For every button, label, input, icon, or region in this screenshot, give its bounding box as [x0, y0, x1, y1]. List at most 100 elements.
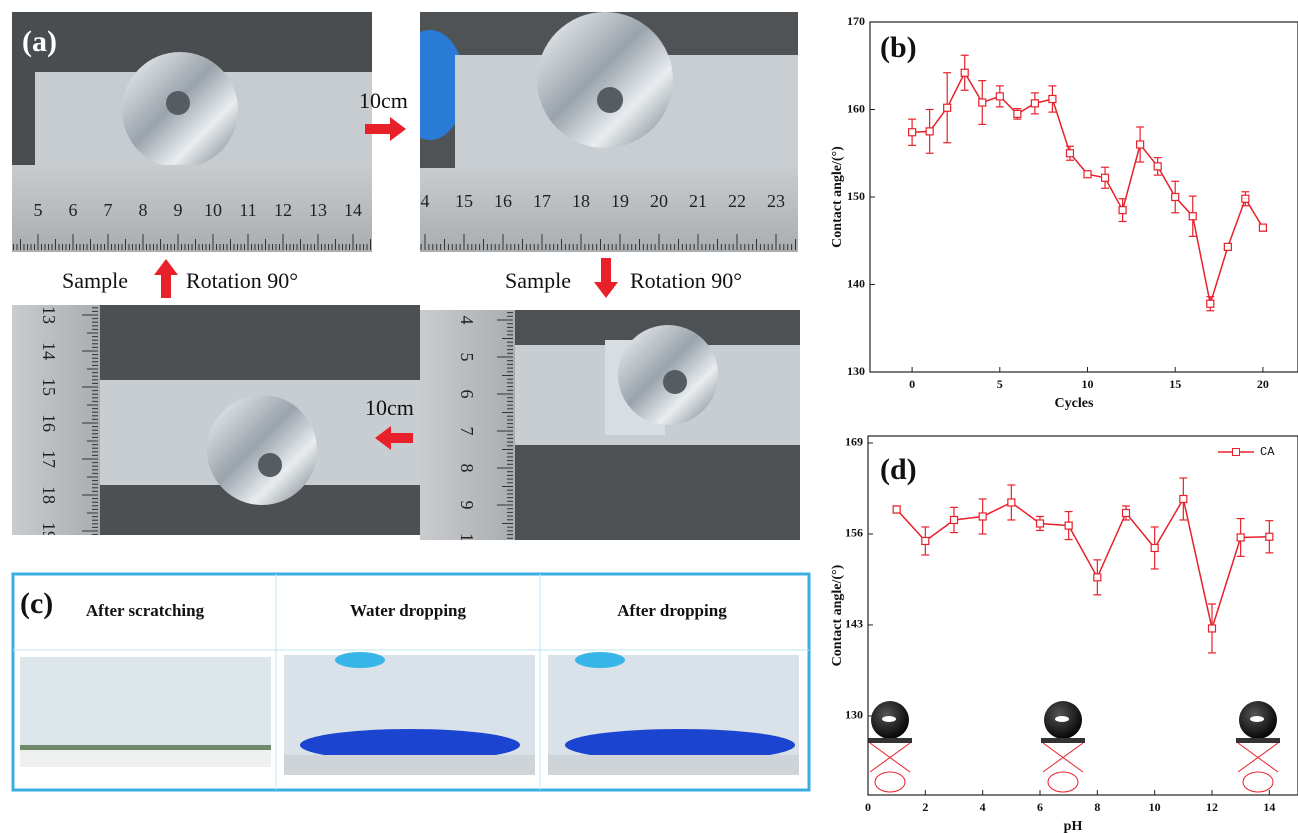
ruler-label: 16: [39, 414, 59, 432]
y-tick-label: 130: [847, 364, 865, 378]
x-tick-label: 4: [980, 800, 986, 814]
marker: [1206, 299, 1215, 308]
ruler-label: 8: [457, 464, 477, 473]
marker: [1265, 532, 1274, 541]
marker: [978, 98, 987, 107]
marker: [1035, 519, 1045, 528]
y-tick-label: 150: [847, 189, 865, 203]
ruler-label: 16: [494, 191, 512, 211]
column-header: Water dropping: [350, 601, 467, 620]
marker: [1236, 533, 1245, 542]
ruler-label: 11: [239, 200, 256, 220]
marker: [949, 515, 959, 525]
ruler-label: 4: [421, 191, 430, 211]
marker: [1258, 223, 1268, 232]
photo: [12, 305, 420, 535]
marker: [1153, 162, 1162, 171]
ruler-label: 20: [650, 191, 668, 211]
ruler-label: 17: [533, 191, 551, 211]
ruler-label: 9: [174, 200, 183, 220]
x-tick-label: 2: [922, 800, 928, 814]
marker: [1100, 173, 1110, 182]
marker: [1136, 140, 1145, 149]
ruler: 4 5 6 7 8 9 10: [457, 312, 513, 551]
ruler-label: 6: [457, 390, 477, 399]
marker: [1064, 521, 1073, 530]
ruler: 13 14 15 16 17 18 19: [39, 306, 98, 535]
marker: [978, 512, 987, 521]
rotation-label: Rotation 90°: [186, 268, 298, 293]
y-tick-label: 170: [847, 14, 865, 28]
series-line: [912, 71, 1264, 304]
y-tick-label: 130: [845, 708, 863, 722]
marker: [1118, 206, 1127, 215]
column-header: After scratching: [86, 601, 205, 620]
distance-label: 10cm: [365, 395, 414, 420]
photo: [420, 12, 798, 252]
droplet-insets: [868, 701, 1280, 793]
marker: [943, 103, 952, 112]
x-axis-label: pH: [1064, 819, 1083, 833]
x-tick-label: 6: [1037, 800, 1043, 814]
sample-label: Sample: [62, 268, 128, 293]
series-line: [896, 496, 1270, 632]
plot-frame: [867, 435, 1298, 796]
ruler-label: 23: [767, 191, 785, 211]
panel-label: (d): [880, 453, 917, 486]
ruler-label: 5: [457, 353, 477, 362]
marker: [1171, 192, 1180, 202]
x-tick-label: 14: [1263, 800, 1275, 814]
x-tick-label: 15: [1169, 377, 1181, 391]
ruler-label: 22: [728, 191, 746, 211]
rotation-label: Rotation 90°: [630, 268, 742, 293]
x-tick-label: 0: [909, 377, 915, 391]
marker: [1121, 508, 1131, 518]
marker: [1150, 543, 1159, 553]
marker: [1188, 212, 1197, 221]
ruler-label: 7: [104, 200, 113, 220]
marker: [1065, 149, 1075, 158]
panel-c: [11, 572, 811, 792]
ruler-label: 9: [457, 501, 477, 510]
panel-label: (a): [22, 25, 57, 58]
plot-frame: [869, 21, 1298, 373]
ruler-label: 18: [39, 486, 59, 504]
marker: [1013, 109, 1022, 118]
ruler-label: 8: [139, 200, 148, 220]
marker: [925, 127, 934, 136]
marker: [1241, 194, 1250, 203]
marker: [1083, 170, 1092, 179]
marker: [1093, 573, 1102, 582]
x-axis-label: Cycles: [1055, 396, 1094, 411]
ruler-label: 18: [572, 191, 590, 211]
ruler-label: 15: [455, 191, 473, 211]
ruler-label: 14: [344, 200, 362, 220]
ruler-label: 19: [611, 191, 629, 211]
y-tick-label: 156: [845, 526, 863, 540]
photo: [12, 12, 372, 252]
panel-label: (c): [20, 587, 53, 620]
marker: [921, 536, 930, 546]
ruler: 4 15 16 17 18 19 20 21 22 23: [421, 191, 796, 250]
marker: [907, 128, 917, 137]
ruler-label: 4: [457, 316, 477, 325]
legend-marker: [1232, 448, 1240, 456]
legend-label: CA: [1260, 445, 1275, 459]
x-tick-label: 5: [997, 377, 1003, 391]
ruler: 5 6 7 8 9 10 11 12 13 14: [13, 200, 371, 250]
sample-label: Sample: [505, 268, 571, 293]
distance-label: 10cm: [359, 88, 408, 113]
ruler-label: 13: [39, 306, 59, 324]
ruler-label: 13: [309, 200, 327, 220]
x-tick-label: 10: [1082, 377, 1094, 391]
x-tick-label: 0: [865, 800, 871, 814]
ruler-label: 6: [69, 200, 78, 220]
arrows: [154, 117, 618, 450]
marker: [1179, 494, 1188, 504]
y-tick-label: 143: [845, 617, 863, 631]
y-axis-label: Contact angle/(°): [830, 564, 845, 666]
y-tick-label: 169: [845, 435, 863, 449]
ruler-label: 7: [457, 427, 477, 436]
ruler-label: 10: [457, 533, 477, 551]
